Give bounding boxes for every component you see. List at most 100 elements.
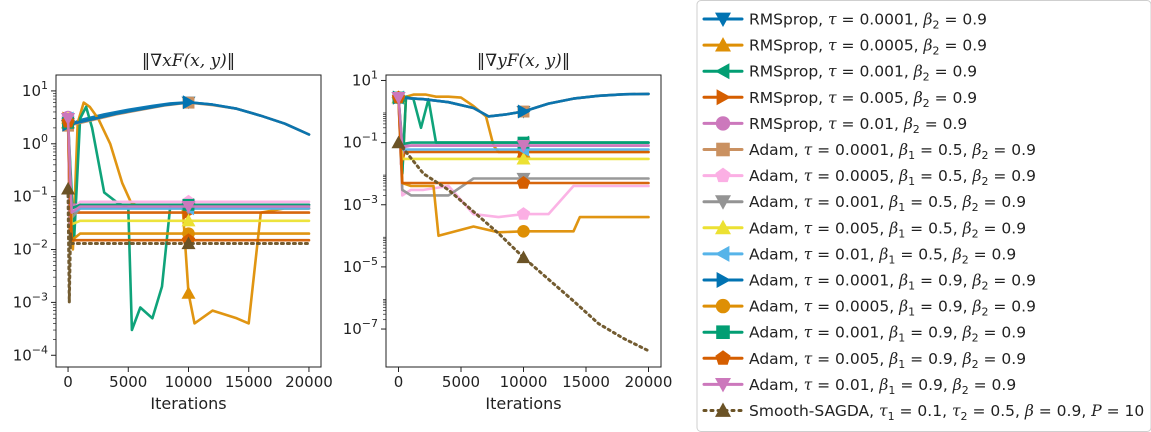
chart-title: ‖∇xF(x, y)‖ [142, 51, 236, 71]
y-tick-label: 10−1 [343, 131, 378, 152]
legend-marker [715, 195, 731, 210]
legend-label: Adam, τ = 0.0001, β1 = 0.5, β2 = 0.9 [749, 141, 1036, 162]
y-tick-label: 10−7 [343, 317, 378, 338]
legend-label: Adam, τ = 0.01, β1 = 0.9, β2 = 0.9 [749, 376, 1016, 397]
series-marker [516, 250, 531, 264]
legend-entry-9: Adam, τ = 0.005, β1 = 0.5, β2 = 0.9 [702, 219, 1026, 240]
legend-marker [715, 245, 730, 262]
legend-entry-3: RMSprop, τ = 0.001, β2 = 0.9 [702, 63, 977, 84]
legend-label: RMSprop, τ = 0.0005, β2 = 0.9 [749, 37, 987, 58]
series-marker [181, 213, 196, 227]
chart-title: ‖∇yF(x, y)‖ [477, 51, 571, 71]
legend-label: Adam, τ = 0.0005, β1 = 0.9, β2 = 0.9 [749, 298, 1036, 319]
series-line-adam-0-005-1-0-9-2-0-9 [397, 96, 650, 185]
x-tick-label: 15000 [225, 373, 273, 391]
y-tick-label: 101 [22, 79, 48, 100]
x-tick-label: 5000 [442, 373, 480, 391]
legend-label: Adam, τ = 0.005, β1 = 0.9, β2 = 0.9 [749, 350, 1026, 371]
legend-entry-14: Adam, τ = 0.005, β1 = 0.9, β2 = 0.9 [702, 350, 1026, 371]
legend-marker [715, 167, 731, 183]
legend-entry-13: Adam, τ = 0.001, β1 = 0.9, β2 = 0.9 [702, 324, 1026, 345]
legend-label: Adam, τ = 0.0001, β1 = 0.9, β2 = 0.9 [749, 272, 1036, 293]
legend-marker [715, 350, 731, 365]
y-tick-label: 101 [352, 68, 378, 89]
legend-marker [715, 219, 731, 235]
series-marker [516, 207, 531, 220]
axes-frame [385, 74, 662, 368]
legend-label: Adam, τ = 0.001, β1 = 0.9, β2 = 0.9 [749, 324, 1026, 345]
series-group [61, 95, 311, 332]
legend-marker [716, 89, 731, 106]
series-line-smooth-sagda-1-0-1-2-0-5-0-9-p-10 [66, 187, 311, 304]
series-marker [516, 140, 531, 153]
x-tick-label: 0 [394, 373, 404, 391]
legend-label: RMSprop, τ = 0.005, β2 = 0.9 [749, 89, 977, 110]
x-axis-label: Iterations [150, 394, 226, 413]
series-marker [181, 286, 196, 299]
legend-label: Adam, τ = 0.01, β1 = 0.5, β2 = 0.9 [749, 245, 1016, 266]
legend-label: RMSprop, τ = 0.0001, β2 = 0.9 [749, 11, 987, 32]
series-marker [181, 200, 196, 214]
panel-grad-x: ‖∇xF(x, y)‖ 0 5000 10000 15000 20000 Iteration… [13, 51, 333, 413]
legend-marker [716, 272, 731, 288]
legend-marker [715, 116, 731, 131]
x-tick-label: 0 [63, 373, 73, 391]
x-tick-label: 10000 [165, 373, 213, 391]
series-line-adam-0-001-1-0-5-2-0-9 [397, 96, 650, 197]
x-tick-label: 5000 [109, 373, 147, 391]
y-tick-label: 10−2 [13, 238, 48, 259]
series-marker [517, 104, 531, 119]
y-tick-label: 10−3 [343, 193, 378, 214]
panel-grad-y: ‖∇yF(x, y)‖ 0 5000 10000 15000 20000 Iteration… [343, 51, 673, 413]
legend-entry-16: Smooth-SAGDA, τ1 = 0.1, τ2 = 0.5, β = 0.… [702, 402, 1144, 423]
series-marker [516, 151, 531, 165]
legend-entry-6: Adam, τ = 0.0001, β1 = 0.5, β2 = 0.9 [702, 141, 1036, 162]
series-marker [181, 236, 196, 250]
series-line-adam-0-01-1-0-9-2-0-9 [66, 117, 311, 214]
legend-marker [715, 63, 730, 80]
legend-label: Adam, τ = 0.0005, β1 = 0.5, β2 = 0.9 [749, 167, 1036, 188]
legend-label: RMSprop, τ = 0.001, β2 = 0.9 [749, 63, 977, 84]
legend-marker [716, 325, 730, 339]
series-marker [61, 112, 76, 126]
x-tick-label: 10000 [500, 373, 548, 391]
series-group [391, 90, 650, 353]
legend-entry-1: RMSprop, τ = 0.0001, β2 = 0.9 [702, 11, 987, 32]
legend-marker [715, 298, 731, 314]
series-marker [516, 176, 531, 189]
series-marker [182, 95, 196, 110]
legend-entry-10: Adam, τ = 0.01, β1 = 0.5, β2 = 0.9 [702, 245, 1016, 266]
legend-entry-4: RMSprop, τ = 0.005, β2 = 0.9 [702, 89, 977, 110]
series-marker [61, 181, 76, 195]
y-tick-label: 10−4 [13, 343, 48, 364]
legend: RMSprop, τ = 0.0001, β2 = 0.9 RMSprop, τ … [696, 0, 1151, 432]
legend-marker [715, 12, 731, 27]
legend-marker [715, 37, 731, 52]
x-tick-label: 15000 [562, 373, 610, 391]
y-tick-label: 10−5 [343, 255, 378, 276]
legend-marker [716, 142, 730, 157]
legend-entry-7: Adam, τ = 0.0005, β1 = 0.5, β2 = 0.9 [702, 167, 1036, 188]
legend-label: Adam, τ = 0.005, β1 = 0.5, β2 = 0.9 [749, 219, 1026, 240]
legend-entry-12: Adam, τ = 0.0005, β1 = 0.9, β2 = 0.9 [702, 298, 1036, 319]
series-line-adam-0-0001-1-0-9-2-0-9 [397, 92, 650, 118]
series-marker [517, 224, 530, 238]
legend-marker [715, 402, 731, 417]
x-axis-label: Iterations [485, 394, 561, 413]
legend-label: Adam, τ = 0.001, β1 = 0.5, β2 = 0.9 [749, 193, 1026, 214]
legend-label: Smooth-SAGDA, τ1 = 0.1, τ2 = 0.5, β = 0.… [749, 402, 1144, 423]
y-tick-label: 10−3 [13, 290, 48, 311]
y-tick-label: 10−1 [13, 185, 48, 206]
legend-entry-11: Adam, τ = 0.0001, β1 = 0.9, β2 = 0.9 [702, 272, 1036, 293]
series-line-adam-0-0005-1-0-5-2-0-9 [397, 96, 650, 219]
legend-entry-15: Adam, τ = 0.01, β1 = 0.9, β2 = 0.9 [702, 376, 1016, 397]
legend-entry-5: RMSprop, τ = 0.01, β2 = 0.9 [702, 115, 967, 136]
legend-label: RMSprop, τ = 0.01, β2 = 0.9 [749, 115, 967, 136]
x-tick-label: 20000 [285, 373, 333, 391]
y-tick-label: 100 [22, 132, 48, 153]
legend-marker [715, 378, 731, 393]
legend-entry-8: Adam, τ = 0.001, β1 = 0.5, β2 = 0.9 [702, 193, 1026, 214]
series-marker [391, 92, 406, 105]
x-tick-label: 20000 [625, 373, 673, 391]
